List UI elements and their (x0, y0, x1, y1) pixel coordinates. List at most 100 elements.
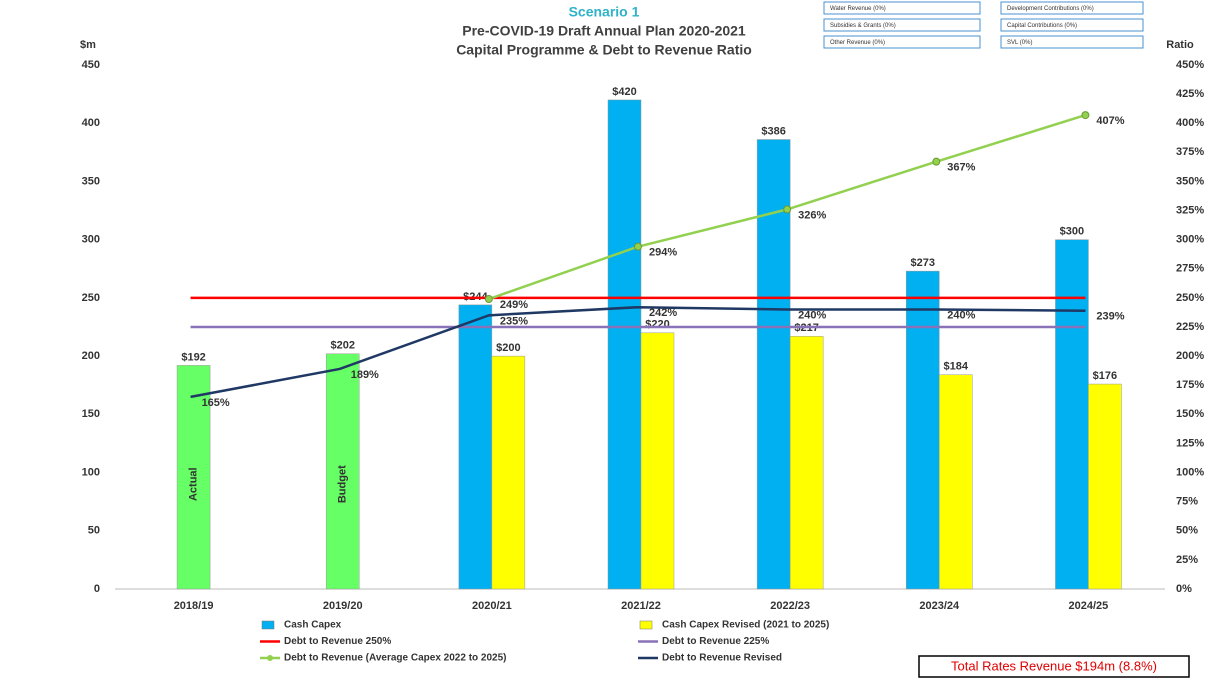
revenue-box (823, 18, 981, 32)
legend-marker (267, 655, 273, 661)
line-value-label: 165% (202, 397, 230, 409)
chart-subtitle: Capital Programme & Debt to Revenue Rati… (456, 42, 752, 58)
y-tick-label: 150 (82, 408, 100, 420)
line-marker (1081, 111, 1090, 120)
legend-label: Cash Capex Revised (2021 to 2025) (662, 620, 829, 631)
y2-tick-label: 300% (1176, 234, 1204, 246)
y2-tick-label: 425% (1176, 88, 1204, 100)
bar-value-label: $192 (181, 351, 205, 363)
y-axis-label: $m (80, 39, 96, 51)
bar (789, 336, 824, 590)
line-value-label: 242% (649, 307, 677, 319)
line-value-label: 294% (649, 247, 677, 259)
line-marker (634, 242, 642, 251)
bar-value-label: $300 (1060, 226, 1084, 238)
y2-tick-label: 125% (1176, 437, 1204, 449)
y2-tick-label: 350% (1176, 175, 1204, 187)
y2-tick-label: 400% (1176, 117, 1204, 129)
bar (906, 270, 940, 590)
line-value-label: 240% (798, 309, 826, 321)
line-value-label: 407% (1096, 115, 1124, 127)
legend-swatch (261, 620, 275, 630)
y2-tick-label: 175% (1176, 379, 1204, 391)
y2-tick-label: 325% (1176, 204, 1204, 216)
y2-axis-label: Ratio (1166, 39, 1194, 51)
y-tick-label: 350 (82, 175, 100, 187)
bar-label: Budget (337, 465, 349, 503)
line-value-label: 235% (500, 315, 528, 327)
legend-label: Debt to Revenue Revised (662, 653, 782, 664)
bar (607, 99, 642, 590)
legend-label: Debt to Revenue (Average Capex 2022 to 2… (284, 653, 507, 664)
bar (640, 332, 675, 590)
legend-swatch (639, 620, 653, 630)
line-marker (484, 295, 493, 304)
bar (939, 374, 973, 590)
x-tick-label: 2019/20 (323, 600, 363, 612)
bar-value-label: $220 (645, 319, 669, 331)
bar-value-label: $273 (911, 257, 935, 269)
line-marker (932, 157, 941, 166)
y2-tick-label: 25% (1176, 554, 1198, 566)
line-value-label: 239% (1096, 311, 1124, 323)
bar-value-label: $184 (944, 361, 969, 373)
scenario: Scenario 1 (569, 4, 640, 20)
line (190, 305, 1086, 399)
y2-tick-label: 375% (1176, 146, 1204, 158)
x-tick-label: 2024/25 (1069, 600, 1109, 612)
x-tick-label: 2020/21 (472, 600, 512, 612)
x-tick-label: 2021/22 (621, 600, 661, 612)
y2-tick-label: 150% (1176, 408, 1204, 420)
legend-label: Debt to Revenue 250% (284, 636, 391, 647)
y-tick-label: 400 (82, 117, 100, 129)
bar-value-label: $176 (1093, 370, 1117, 382)
bar (325, 353, 360, 590)
line-value-label: 189% (351, 369, 379, 381)
y2-tick-label: 100% (1176, 466, 1204, 478)
bar (458, 304, 493, 590)
legend-label: Debt to Revenue 225% (662, 636, 769, 647)
revenue-box-label: Subsidies & Grants (0%) (830, 23, 896, 29)
y2-tick-label: 0% (1176, 583, 1192, 595)
y-tick-label: 0 (94, 583, 100, 595)
line-value-label: 326% (798, 209, 826, 221)
revenue-box (1000, 18, 1144, 32)
y-tick-label: 50 (88, 525, 100, 537)
y-tick-label: 200 (82, 350, 100, 362)
bar-label: Actual (187, 467, 199, 501)
bar-value-label: $386 (761, 125, 785, 137)
x-tick-label: 2023/24 (919, 600, 960, 612)
revenue-box (823, 35, 981, 49)
total-text: Total Rates Revenue $194m (8.8%) (951, 658, 1157, 673)
total-box (918, 655, 1190, 678)
y-tick-label: 100 (82, 466, 100, 478)
revenue-box-label: Other Revenue (0%) (830, 40, 885, 46)
legend-label: Cash Capex (284, 620, 342, 631)
y2-tick-label: 450% (1176, 59, 1204, 71)
bar (1055, 239, 1089, 590)
revenue-box-label: Water Revenue (0%) (830, 6, 886, 12)
bar (491, 355, 526, 590)
y-tick-label: 250 (82, 292, 100, 304)
revenue-box (1000, 1, 1144, 15)
y2-tick-label: 75% (1176, 496, 1198, 508)
x-tick-label: 2018/19 (174, 600, 214, 612)
bar (1088, 383, 1122, 590)
revenue-box (1000, 35, 1144, 49)
y2-tick-label: 275% (1176, 263, 1204, 275)
bar-value-label: $202 (330, 340, 354, 352)
line-value-label: 249% (500, 299, 528, 311)
y2-tick-label: 200% (1176, 350, 1204, 362)
line-marker (783, 205, 792, 214)
x-tick-label: 2022/23 (770, 600, 810, 612)
y2-tick-label: 50% (1176, 525, 1198, 537)
y2-tick-label: 225% (1176, 321, 1204, 333)
revenue-box-label: Development Contributions (0%) (1007, 6, 1094, 12)
y-tick-label: 300 (82, 234, 100, 246)
bar-value-label: $420 (612, 86, 636, 98)
bar-value-label: $200 (496, 342, 520, 354)
line-value-label: 240% (947, 309, 975, 321)
revenue-box-label: Capital Contributions (0%) (1007, 23, 1077, 29)
